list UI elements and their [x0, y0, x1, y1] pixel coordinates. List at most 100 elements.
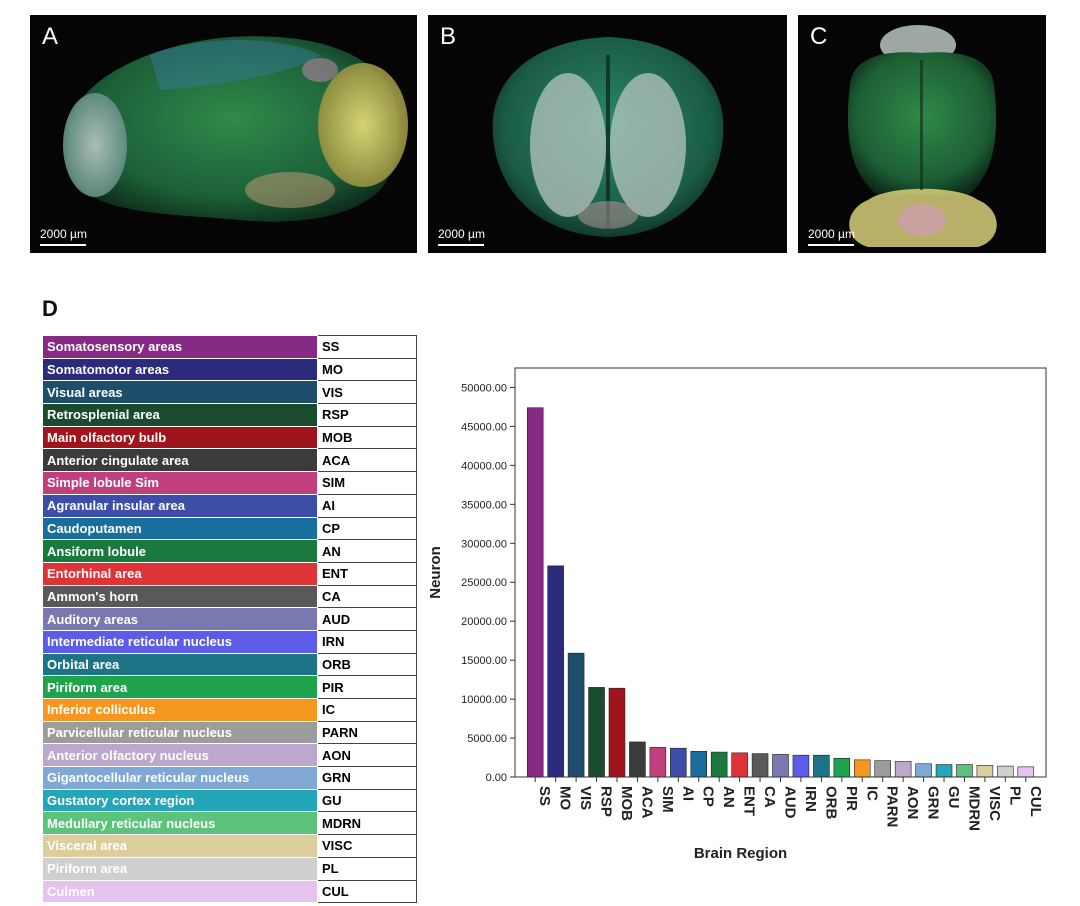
legend-region-abbr: GU — [317, 788, 417, 813]
legend-region-abbr: VISC — [317, 834, 417, 858]
x-tick-label: PARN — [884, 786, 901, 827]
legend-region-abbr: SIM — [317, 471, 417, 495]
legend-row: Auditory areas AUD — [42, 607, 417, 631]
x-tick-label: RSP — [598, 786, 615, 817]
y-tick-label: 15000.00 — [461, 655, 507, 667]
legend-region-abbr: CUL — [317, 879, 417, 904]
panel-a-scale-label: 2000 µm — [40, 227, 87, 241]
panel-d-letter: D — [42, 296, 58, 321]
bar-pl — [997, 765, 1014, 778]
panel-a-letter: A — [42, 23, 59, 50]
x-tick-label: VISC — [986, 786, 1003, 821]
legend-row: Culmen CUL — [42, 879, 417, 904]
legend-region-name: Parvicellular reticular nucleus — [42, 720, 318, 745]
legend-region-name: Somatosensory areas — [42, 335, 318, 359]
legend-region-abbr: AON — [317, 743, 417, 768]
legend-region-name: Orbital area — [42, 652, 318, 677]
x-tick-label: AON — [904, 786, 921, 819]
y-tick-label: 40000.00 — [461, 460, 507, 472]
neuron-count-bar-chart: 0.00 5000.00 10000.00 15000.00 20000.00 25000… — [427, 367, 1047, 862]
x-tick-label: SIM — [659, 786, 676, 813]
x-tick-label: PIR — [843, 786, 860, 811]
legend-row: Agranular insular area AI — [42, 493, 417, 518]
x-tick-label: ENT — [741, 786, 758, 816]
y-tick-label: 0.00 — [486, 772, 507, 784]
panel-a-sagittal-view: A 2000 µm — [30, 15, 417, 253]
bar-orb — [813, 754, 830, 778]
legend-region-name: Piriform area — [42, 856, 318, 881]
legend-row: Visual areas VIS — [42, 380, 417, 405]
y-tick-label: 5000.00 — [467, 733, 507, 745]
legend-region-abbr: AUD — [317, 607, 417, 631]
legend-row: Piriform area PL — [42, 856, 417, 881]
bar-cp — [690, 750, 708, 778]
legend-region-name: Simple lobule Sim — [42, 471, 318, 495]
x-axis-label: Brain Region — [694, 845, 787, 862]
legend-region-abbr: PIR — [317, 675, 417, 699]
legend-region-abbr: IRN — [317, 629, 417, 654]
coronal-brain-image — [492, 37, 724, 237]
legend-region-name: Gustatory cortex region — [42, 788, 318, 813]
x-tick-label: VIS — [577, 786, 594, 810]
legend-row: Parvicellular reticular nucleus PARN — [42, 720, 417, 745]
legend-row: Anterior cingulate area ACA — [42, 448, 417, 473]
x-tick-label: GU — [945, 786, 962, 809]
x-tick-label: GRN — [925, 786, 942, 819]
x-tick-label: IRN — [802, 786, 819, 812]
bar-an — [710, 751, 728, 778]
legend-region-abbr: VIS — [317, 380, 417, 405]
legend-region-abbr: PL — [317, 856, 417, 881]
legend-region-abbr: IC — [317, 698, 417, 722]
x-tick-label: AN — [720, 786, 737, 808]
legend-region-name: Ammon's horn — [42, 584, 318, 609]
legend-region-abbr: CA — [317, 584, 417, 609]
legend-row: Caudoputamen CP — [42, 516, 417, 541]
x-tick-label: AUD — [782, 786, 799, 819]
legend-region-name: Somatomotor areas — [42, 357, 318, 382]
y-tick-label: 20000.00 — [461, 616, 507, 628]
x-tick-label: CA — [761, 786, 778, 808]
legend-region-abbr: ORB — [317, 652, 417, 677]
legend-region-name: Intermediate reticular nucleus — [42, 629, 318, 654]
bar-visc — [976, 765, 994, 778]
bar-ss — [526, 407, 544, 778]
bar-cul — [1017, 766, 1035, 778]
plot-frame — [514, 367, 1047, 778]
legend-region-name: Gigantocellular reticular nucleus — [42, 766, 318, 790]
legend-row: Gustatory cortex region GU — [42, 788, 417, 813]
bar-irn — [792, 754, 810, 778]
legend-row: Entorhinal area ENT — [42, 561, 417, 586]
legend-row: Orbital area ORB — [42, 652, 417, 677]
bar-mo — [547, 565, 564, 778]
bar-aca — [629, 741, 646, 778]
legend-row: Gigantocellular reticular nucleus GRN — [42, 766, 417, 790]
legend-region-abbr: MOB — [317, 425, 417, 450]
bar-parn — [874, 760, 891, 778]
y-tick-label: 45000.00 — [461, 421, 507, 433]
legend-row: Ansiform lobule AN — [42, 539, 417, 563]
x-tick-label: IC — [863, 786, 880, 801]
legend-region-name: Piriform area — [42, 675, 318, 699]
panel-c-scale-bar — [808, 244, 854, 246]
legend-region-name: Main olfactory bulb — [42, 425, 318, 450]
legend-region-abbr: RSP — [317, 403, 417, 427]
y-axis: 0.00 5000.00 10000.00 15000.00 20000.00 25000… — [461, 382, 515, 784]
legend-row: Somatosensory areas SS — [42, 335, 417, 359]
bar-ca — [751, 753, 769, 778]
bar-mob — [608, 687, 626, 778]
legend-region-abbr: GRN — [317, 766, 417, 790]
y-tick-label: 50000.00 — [461, 382, 507, 394]
bars — [526, 407, 1035, 778]
sagittal-brain-image — [63, 36, 408, 222]
horizontal-brain-image — [847, 25, 997, 247]
x-tick-label: CP — [700, 786, 717, 807]
legend-region-name: Visceral area — [42, 834, 318, 858]
panel-a-scale-bar — [40, 244, 86, 246]
x-tick-label: SS — [536, 786, 553, 806]
y-axis-label: Neuron — [427, 546, 444, 599]
x-tick-label: ACA — [638, 786, 655, 819]
panel-b-letter: B — [440, 23, 457, 50]
legend-row: Inferior colliculus IC — [42, 698, 417, 722]
legend-row: Medullary reticular nucleus MDRN — [42, 811, 417, 836]
legend-region-name: Visual areas — [42, 380, 318, 405]
